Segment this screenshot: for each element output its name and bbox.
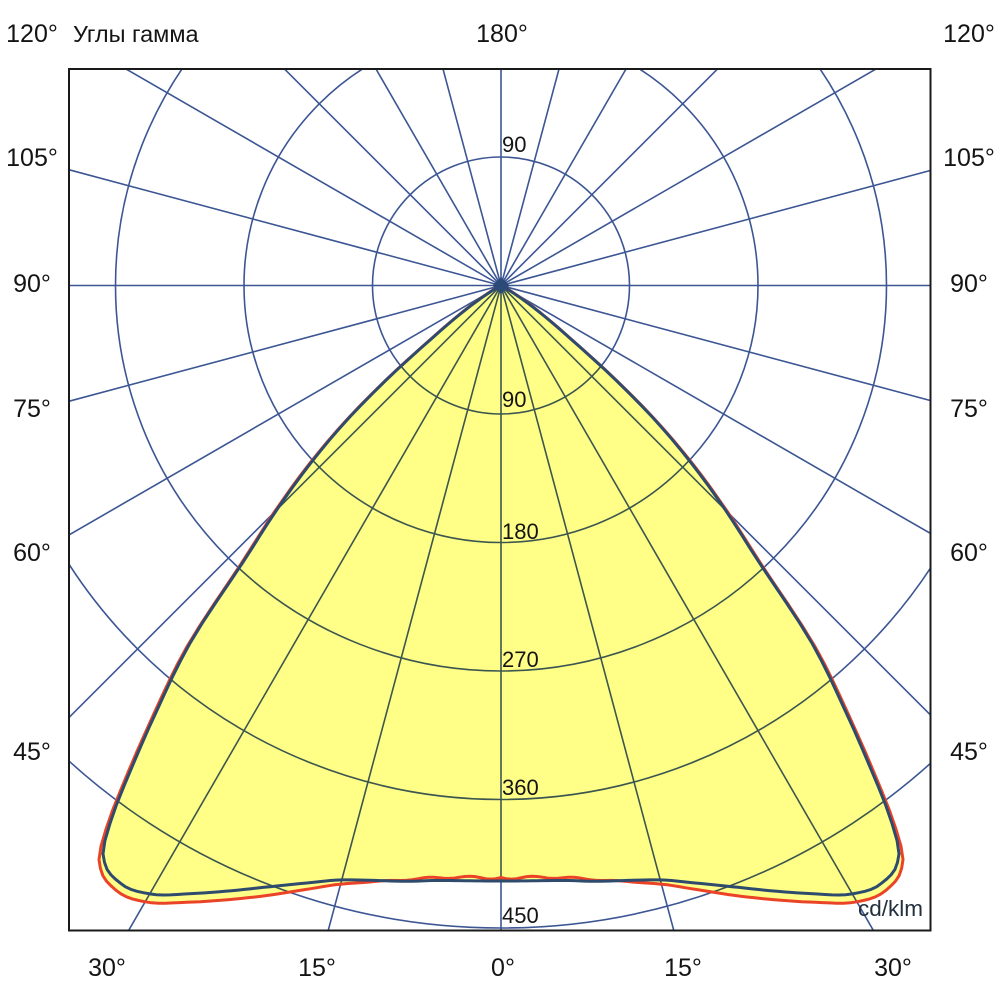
svg-text:30°: 30°: [88, 954, 126, 982]
svg-text:105°: 105°: [6, 144, 58, 172]
svg-text:75°: 75°: [13, 395, 51, 423]
svg-text:120°: 120°: [6, 20, 58, 48]
svg-text:60°: 60°: [950, 539, 988, 567]
svg-text:90: 90: [502, 132, 526, 157]
svg-text:90°: 90°: [950, 270, 988, 298]
svg-text:cd/klm: cd/klm: [858, 896, 923, 921]
svg-text:30°: 30°: [874, 954, 912, 982]
svg-text:90°: 90°: [13, 270, 51, 298]
svg-text:0°: 0°: [491, 954, 515, 982]
svg-text:60°: 60°: [13, 539, 51, 567]
svg-text:15°: 15°: [298, 954, 336, 982]
svg-text:180°: 180°: [476, 20, 528, 48]
svg-text:180: 180: [502, 519, 539, 544]
svg-text:15°: 15°: [664, 954, 702, 982]
svg-text:450: 450: [502, 903, 539, 928]
svg-text:45°: 45°: [950, 738, 988, 766]
svg-text:75°: 75°: [950, 395, 988, 423]
svg-text:270: 270: [502, 647, 539, 672]
svg-text:360: 360: [502, 775, 539, 800]
svg-text:90: 90: [502, 387, 526, 412]
svg-text:45°: 45°: [13, 738, 51, 766]
svg-text:120°: 120°: [943, 20, 995, 48]
svg-text:Углы гамма: Углы гамма: [73, 21, 199, 47]
svg-text:105°: 105°: [943, 144, 995, 172]
